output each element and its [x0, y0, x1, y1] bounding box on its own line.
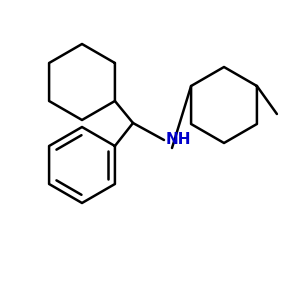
- Text: NH: NH: [166, 133, 191, 148]
